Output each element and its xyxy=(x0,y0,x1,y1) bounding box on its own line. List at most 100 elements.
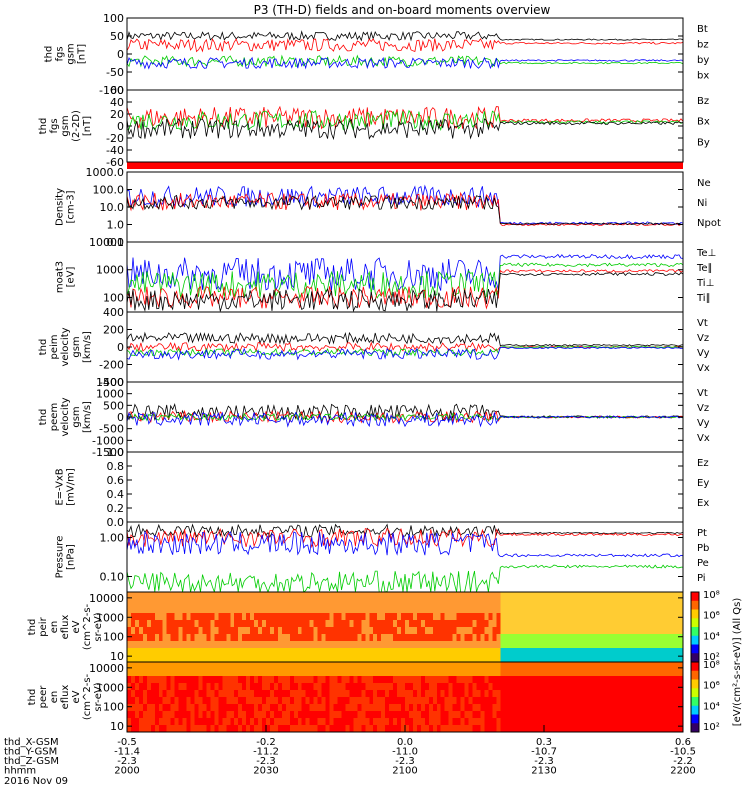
spectrogram-cell xyxy=(520,655,525,663)
spectrogram-cell xyxy=(273,634,279,642)
spectrogram-cell xyxy=(551,592,557,600)
y-tick-label: 10000 xyxy=(89,662,124,675)
spectrogram-cell xyxy=(544,620,549,628)
spectrogram-cell xyxy=(615,676,621,684)
spectrogram-cell xyxy=(389,718,394,726)
spectrogram-cell xyxy=(428,648,434,656)
spectrogram-cell xyxy=(178,690,184,698)
spectrogram-cell xyxy=(309,606,315,614)
spectrogram-cell xyxy=(254,634,259,642)
spectrogram-cell xyxy=(246,613,251,621)
spectrogram-cell xyxy=(579,676,585,684)
spectrogram-cell xyxy=(448,669,454,677)
spectrogram-cell xyxy=(182,711,188,719)
spectrogram-cell xyxy=(389,606,394,614)
spectrogram-cell xyxy=(254,620,259,628)
spectrogram-cell xyxy=(226,725,231,733)
spectrogram-cell xyxy=(575,704,581,712)
spectrogram-cell xyxy=(401,627,406,635)
spectrogram-cell xyxy=(643,669,648,677)
spectrogram-cell xyxy=(468,725,474,733)
spectrogram-cell xyxy=(393,697,398,705)
spectrogram-cell xyxy=(488,620,493,628)
spectrogram-cell xyxy=(607,725,613,733)
spectrogram-cell xyxy=(266,606,271,614)
spectrogram-cell xyxy=(460,690,466,698)
spectrogram-cell xyxy=(496,655,501,663)
spectrogram-cell xyxy=(186,697,192,705)
spectrogram-cell xyxy=(325,704,331,712)
spectrogram-cell xyxy=(615,711,621,719)
spectrogram-cell xyxy=(230,606,235,614)
spectrogram-cell xyxy=(178,655,184,663)
spectrogram-cell xyxy=(496,641,501,649)
spectrogram-cell xyxy=(238,718,243,726)
spectrogram-cell xyxy=(238,683,243,691)
spectrogram-cell xyxy=(130,711,136,719)
spectrogram-cell xyxy=(659,711,664,719)
spectrogram-cell xyxy=(389,655,394,663)
spectrogram-cell xyxy=(226,711,231,719)
spectrogram-cell xyxy=(655,627,660,635)
spectrogram-cell xyxy=(230,683,235,691)
spectrogram-cell xyxy=(289,620,295,628)
spectrogram-cell xyxy=(460,669,466,677)
spectrogram-cell xyxy=(341,697,347,705)
spectrogram-cell xyxy=(623,634,628,642)
spectrogram-cell xyxy=(595,592,601,600)
spectrogram-cell xyxy=(301,627,307,635)
spectrogram-cell xyxy=(460,641,466,649)
spectrogram-cell xyxy=(651,683,656,691)
spectrogram-cell xyxy=(671,662,676,670)
spectrogram-cell xyxy=(266,711,271,719)
spectrogram-cell xyxy=(397,683,402,691)
spectrogram-cell xyxy=(675,669,680,677)
spectrogram-cell xyxy=(420,599,426,607)
spectrogram-cell xyxy=(202,613,208,621)
spectrogram-cell xyxy=(162,613,168,621)
spectrogram-cell xyxy=(540,641,545,649)
spectrogram-cell xyxy=(186,627,192,635)
spectrogram-cell xyxy=(365,599,370,607)
spectrogram-cell xyxy=(623,592,628,600)
colorbar-peir-segment xyxy=(691,627,699,637)
spectrogram-cell xyxy=(273,676,279,684)
spectrogram-cell xyxy=(321,725,327,733)
spectrogram-cell xyxy=(289,655,295,663)
spectrogram-cell xyxy=(266,613,271,621)
spectrogram-cell xyxy=(655,669,660,677)
spectrogram-cell xyxy=(647,648,652,656)
spectrogram-cell xyxy=(329,704,335,712)
spectrogram-cell xyxy=(671,641,676,649)
spectrogram-cell xyxy=(254,697,259,705)
spectrogram-cell xyxy=(643,634,648,642)
spectrogram-cell xyxy=(412,613,418,621)
spectrogram-cell xyxy=(456,641,462,649)
spectrogram-cell xyxy=(520,718,525,726)
spectrogram-cell xyxy=(595,627,601,635)
spectrogram-cell xyxy=(675,711,680,719)
spectrogram-cell xyxy=(595,669,601,677)
spectrogram-cell xyxy=(158,599,164,607)
spectrogram-cell xyxy=(643,683,648,691)
spectrogram-cell xyxy=(651,613,656,621)
spectrogram-cell xyxy=(373,676,378,684)
spectrogram-cell xyxy=(289,711,295,719)
spectrogram-cell xyxy=(154,662,160,670)
spectrogram-cell xyxy=(480,620,486,628)
spectrogram-cell xyxy=(134,641,140,649)
spectrogram-cell xyxy=(432,711,438,719)
spectrogram-cell xyxy=(508,725,513,733)
spectrogram-cell xyxy=(325,669,331,677)
spectrogram-cell xyxy=(269,613,275,621)
spectrogram-cell xyxy=(178,697,184,705)
spectrogram-cell xyxy=(166,641,172,649)
spectrogram-cell xyxy=(281,697,287,705)
spectrogram-cell xyxy=(401,648,406,656)
spectrogram-cell xyxy=(142,620,148,628)
spectrogram-cell xyxy=(583,683,589,691)
spectrogram-cell xyxy=(353,627,358,635)
spectrogram-cell xyxy=(448,718,454,726)
spectrogram-cell xyxy=(289,669,295,677)
spectrogram-cell xyxy=(623,711,628,719)
